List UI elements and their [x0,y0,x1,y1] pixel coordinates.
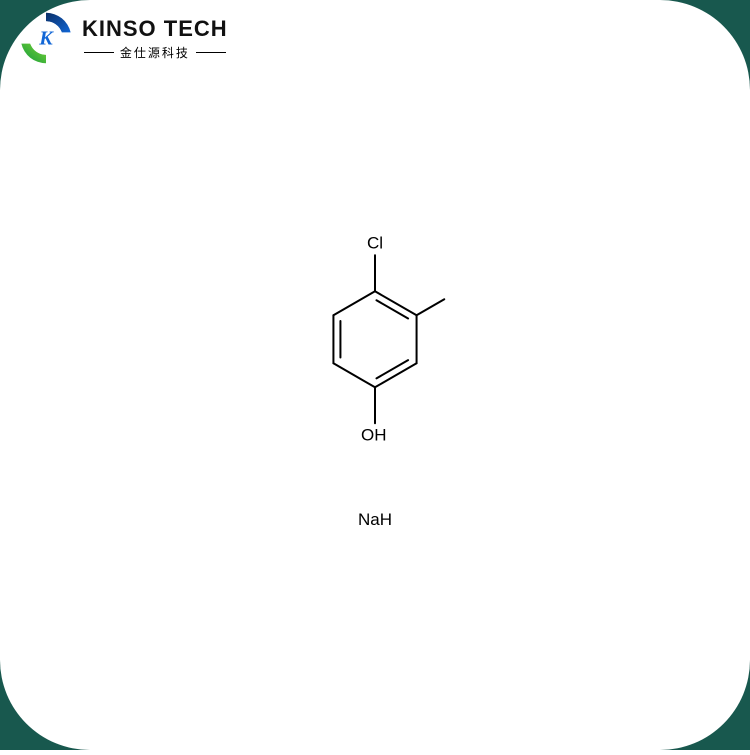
logo-text-block: KINSO TECH 金仕源科技 [82,16,228,61]
logo: K KINSO TECH 金仕源科技 [18,10,228,66]
logo-sub-row: 金仕源科技 [84,44,226,61]
logo-letter: K [38,28,54,50]
label-counterion: NaH [358,510,392,530]
logo-sub-text: 金仕源科技 [120,44,190,61]
label-oh: OH [361,425,387,445]
logo-main-text: KINSO TECH [82,16,228,42]
chemical-structure: Cl OH [263,221,487,486]
logo-sub-line-left [84,52,114,53]
logo-icon: K [18,10,74,66]
logo-sub-line-right [196,52,226,53]
label-cl: Cl [367,233,383,253]
